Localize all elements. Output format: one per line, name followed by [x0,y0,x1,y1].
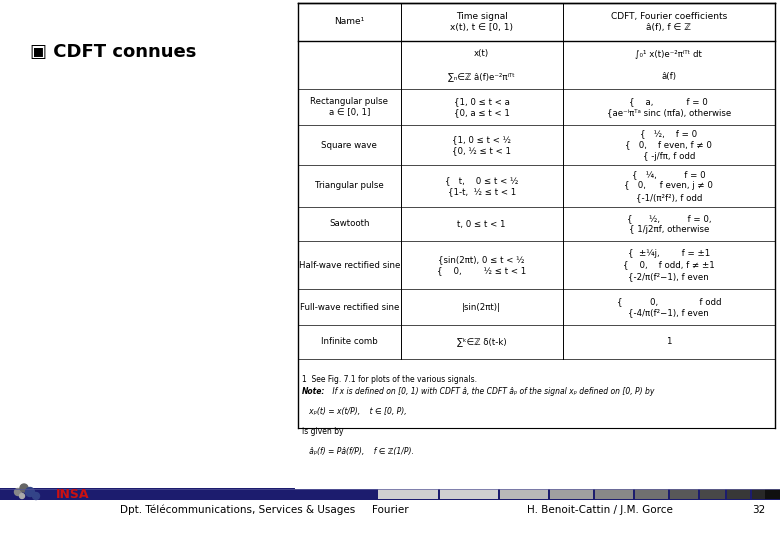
Text: |sin(2πt)|: |sin(2πt)| [462,302,501,312]
Text: Name¹: Name¹ [334,17,364,26]
Text: t, 0 ≤ t < 1: t, 0 ≤ t < 1 [457,219,506,228]
Bar [0,488,780,500]
Text: Half-wave rectified sine: Half-wave rectified sine [299,260,400,269]
Bar [752,489,770,499]
Bar [378,489,438,499]
Text: {   ½,    f = 0
{   0,    f even, f ≠ 0
{ -j/fπ, f odd: { ½, f = 0 { 0, f even, f ≠ 0 { -j/fπ, f… [626,129,712,161]
Text: {    a,            f = 0
{ae⁻ⁱπᵀᵃ sinc (πfa), otherwise: { a, f = 0 {ae⁻ⁱπᵀᵃ sinc (πfa), otherwis… [607,97,731,117]
Text: Infinite comb: Infinite comb [321,338,378,347]
Bar [765,489,780,499]
Text: Full-wave rectified sine: Full-wave rectified sine [300,302,399,312]
Text: 1  See Fig. 7.1 for plots of the various signals.: 1 See Fig. 7.1 for plots of the various … [302,375,477,384]
Circle shape [15,489,22,496]
Text: xₚ(t) = x(t/P),    t ∈ [0, P),: xₚ(t) = x(t/P), t ∈ [0, P), [302,407,406,416]
Text: {sin(2πt), 0 ≤ t < ½
{    0,        ½ ≤ t < 1: {sin(2πt), 0 ≤ t < ½ { 0, ½ ≤ t < 1 [437,255,526,275]
Text: Fourier: Fourier [372,505,408,515]
Text: ∫₀¹ x(t)e⁻²πⁱᵀᵗ dt

â(f): ∫₀¹ x(t)e⁻²πⁱᵀᵗ dt â(f) [636,49,702,81]
Text: ▣ CDFT connues: ▣ CDFT connues [30,43,197,61]
Text: Square wave: Square wave [321,140,378,150]
Text: If x is defined on [0, 1) with CDFT â, the CDFT âₚ of the signal xₚ defined on [: If x is defined on [0, 1) with CDFT â, t… [330,387,654,396]
Bar [670,489,698,499]
Text: {      ½,          f = 0,
{ 1/j2πf, otherwise: { ½, f = 0, { 1/j2πf, otherwise [626,214,711,234]
Text: Triangular pulse: Triangular pulse [315,181,384,191]
Bar [595,489,633,499]
Text: {1, 0 ≤ t < a
{0, a ≤ t < 1: {1, 0 ≤ t < a {0, a ≤ t < 1 [454,97,509,117]
Text: is given by: is given by [302,427,343,436]
Circle shape [26,488,34,496]
Text: {   t,    0 ≤ t < ½
{1-t,  ½ ≤ t < 1: { t, 0 ≤ t < ½ {1-t, ½ ≤ t < 1 [445,176,519,196]
Text: 32: 32 [752,505,765,515]
Text: Note:: Note: [302,387,325,396]
Text: ∑ᵏ∈ℤ δ(t-k): ∑ᵏ∈ℤ δ(t-k) [457,338,506,347]
Text: âₚ(f) = Pâ(f/P),    f ∈ ℤ(1/P).: âₚ(f) = Pâ(f/P), f ∈ ℤ(1/P). [302,447,414,456]
Text: Rectangular pulse
a ∈ [0, 1]: Rectangular pulse a ∈ [0, 1] [310,97,388,117]
Text: Dpt. Télécommunications, Services & Usages: Dpt. Télécommunications, Services & Usag… [120,505,355,515]
Bar [635,489,668,499]
Circle shape [20,484,28,492]
Text: x(t)

∑ₙ∈ℤ â(f)e⁻²πⁱᵀᵗ: x(t) ∑ₙ∈ℤ â(f)e⁻²πⁱᵀᵗ [448,49,515,81]
Text: {          0,               f odd
{-4/π(f²−1), f even: { 0, f odd {-4/π(f²−1), f even [617,297,722,317]
Text: {   ¼,          f = 0
{   0,     f even, j ≠ 0
{-1/(π²f²), f odd: { ¼, f = 0 { 0, f even, j ≠ 0 {-1/(π²f²)… [625,170,713,202]
Text: {1, 0 ≤ t < ½
{0, ½ ≤ t < 1: {1, 0 ≤ t < ½ {0, ½ ≤ t < 1 [452,135,511,155]
Bar [440,489,498,499]
Text: Time signal
x(t), t ∈ [0, 1): Time signal x(t), t ∈ [0, 1) [450,11,513,32]
Text: CDFT, Fourier coefficients
â(f), f ∈ ℤ: CDFT, Fourier coefficients â(f), f ∈ ℤ [611,11,727,32]
Bar [500,489,548,499]
Circle shape [20,494,24,498]
Text: INSA: INSA [56,488,90,501]
Bar [700,489,725,499]
Circle shape [33,492,40,500]
Bar [550,489,593,499]
Text: H. Benoit-Cattin / J.M. Gorce: H. Benoit-Cattin / J.M. Gorce [527,505,673,515]
Bar [772,489,780,499]
Text: 1: 1 [666,338,672,347]
Bar [727,489,750,499]
Text: {  ±¼j,        f = ±1
{    0,    f odd, f ≠ ±1
{-2/π(f²−1), f even: { ±¼j, f = ±1 { 0, f odd, f ≠ ±1 {-2/π(f… [623,249,714,281]
Text: Sawtooth: Sawtooth [329,219,370,228]
